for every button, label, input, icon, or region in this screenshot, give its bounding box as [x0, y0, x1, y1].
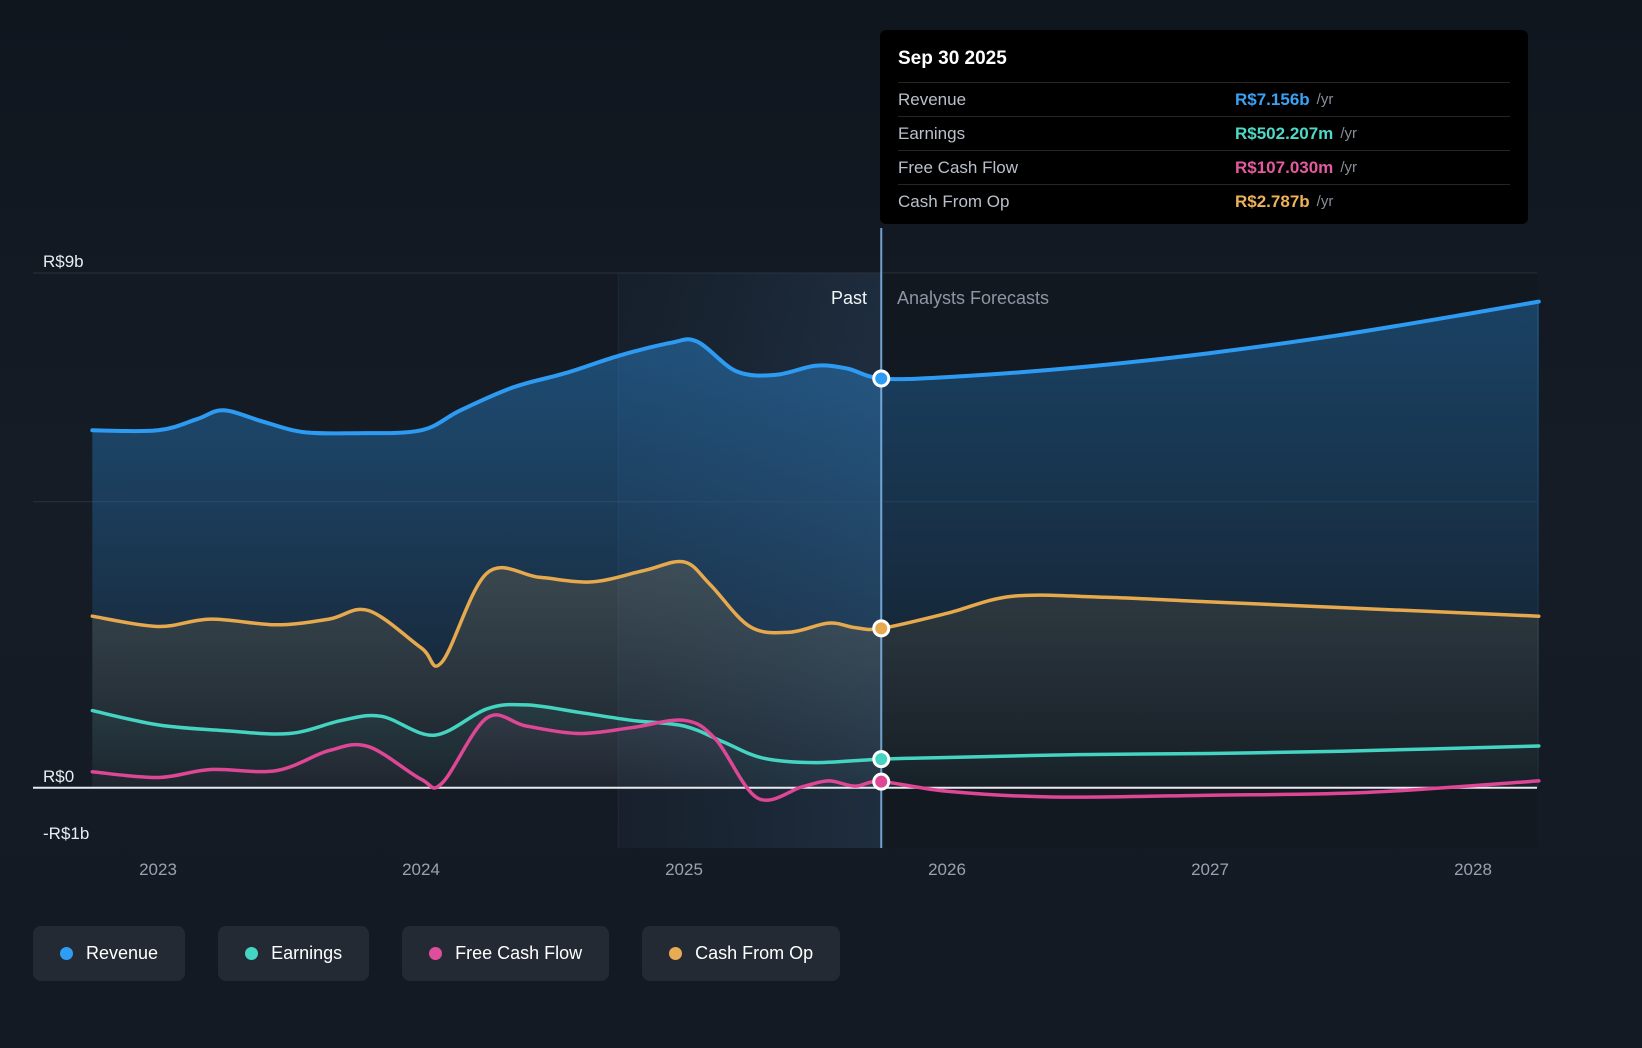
- legend-dot-icon: [245, 947, 259, 960]
- tooltip-row-value: R$7.156b: [1235, 89, 1310, 109]
- tooltip-date: Sep 30 2025: [898, 48, 1007, 69]
- past-label: Past: [830, 288, 867, 308]
- legend-label: Cash From Op: [695, 943, 814, 963]
- analysts-forecasts-label: Analysts Forecasts: [897, 288, 1050, 308]
- y-axis-label: R$9b: [43, 252, 84, 271]
- series-line-free-cash-flow: [90, 713, 1541, 802]
- x-axis-label: 2023: [139, 860, 177, 879]
- series-marker-cash-from-op: [872, 619, 891, 638]
- x-axis-label: 2027: [1191, 860, 1229, 879]
- legend-dot-icon: [669, 947, 683, 960]
- legend-item-cash-from-op[interactable]: Cash From Op: [642, 926, 841, 981]
- y-axis-label: -R$1b: [43, 824, 90, 843]
- series-line-revenue: [90, 299, 1541, 436]
- x-axis-label: 2024: [402, 860, 440, 879]
- tooltip-row-revenue: Revenue R$7.156b/yr: [898, 82, 1510, 116]
- legend-dot-icon: [60, 947, 73, 960]
- legend-label: Earnings: [271, 943, 343, 963]
- tooltip-row-cash-from-op: Cash From Op R$2.787b/yr: [898, 184, 1510, 218]
- legend-label: Free Cash Flow: [455, 943, 583, 963]
- x-axis-label: 2028: [1454, 860, 1492, 879]
- series-line-earnings: [90, 702, 1541, 765]
- tooltip-row-value: R$502.207m: [1235, 123, 1334, 143]
- tooltip: Sep 30 2025 Revenue R$7.156b/yr Earnings R$…: [880, 30, 1528, 224]
- legend-item-revenue[interactable]: Revenue: [33, 926, 186, 981]
- tooltip-row-value: R$2.787b: [1235, 191, 1310, 211]
- legend: Revenue Earnings Free Cash Flow Cash From O…: [33, 926, 841, 981]
- legend-item-free-cash-flow[interactable]: Free Cash Flow: [402, 926, 610, 981]
- series-marker-earnings: [872, 750, 891, 769]
- tooltip-row-unit: /yr: [1316, 193, 1334, 210]
- series-area-free-cash-flow: [92, 714, 1539, 801]
- series-line-cash-from-op: [90, 559, 1541, 668]
- tooltip-row-free-cash-flow: Free Cash Flow R$107.030m/yr: [898, 150, 1510, 184]
- tooltip-row-value: R$107.030m: [1235, 157, 1334, 177]
- legend-item-earnings[interactable]: Earnings: [218, 926, 370, 981]
- tooltip-row-label: Earnings: [898, 123, 966, 143]
- tooltip-row-label: Free Cash Flow: [898, 157, 1018, 177]
- legend-dot-icon: [429, 947, 443, 960]
- legend-label: Revenue: [86, 943, 159, 963]
- tooltip-rows: Revenue R$7.156b/yr Earnings R$502.207m/yr F…: [898, 82, 1510, 218]
- series-marker-revenue: [872, 369, 891, 388]
- tooltip-row-unit: /yr: [1340, 125, 1357, 142]
- tooltip-row-unit: /yr: [1316, 91, 1334, 108]
- forecast-region-overlay: [881, 273, 1537, 848]
- x-axis-label: 2025: [665, 860, 703, 879]
- y-axis-label: R$0: [43, 766, 75, 786]
- tooltip-row-unit: /yr: [1340, 159, 1357, 176]
- tooltip-row-label: Cash From Op: [898, 191, 1010, 211]
- tooltip-row-label: Revenue: [898, 89, 967, 109]
- x-axis-label: 2026: [928, 860, 966, 879]
- series-marker-free-cash-flow: [872, 772, 891, 791]
- tooltip-row-earnings: Earnings R$502.207m/yr: [898, 116, 1510, 150]
